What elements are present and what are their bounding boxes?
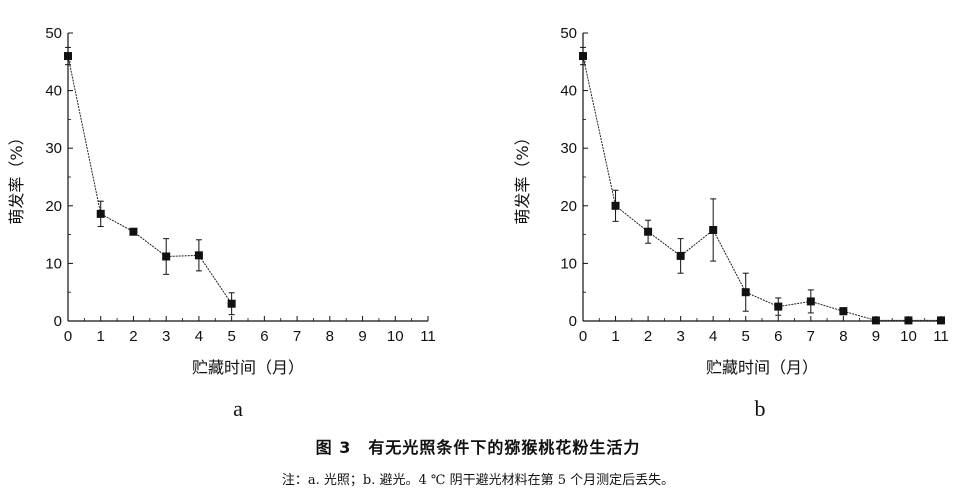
- chart-a-x-tick-label: 10: [387, 328, 404, 345]
- chart-a-svg: 0 1 2 3 4 5 6 7 8 9 10 11 0 10 20 30 40 50 贮藏时间（月） 萌发率（%）: [7, 25, 436, 377]
- chart-a-data-point: [227, 299, 236, 308]
- chart-b-x-tick-label: 4: [709, 328, 717, 345]
- figure-title: 图 3 有无光照条件下的猕猴桃花粉生活力: [315, 438, 641, 457]
- chart-b-data-point: [644, 227, 653, 236]
- chart-a-x-tick-label: 0: [64, 328, 72, 345]
- chart-a-x-tick-label: 2: [129, 328, 137, 345]
- panel-label-b: b: [754, 396, 766, 421]
- chart-b-data-point: [806, 297, 815, 306]
- chart-b-x-tick-label: 0: [579, 328, 587, 345]
- chart-b-data-point: [774, 302, 783, 311]
- chart-a-x-tick-label: 11: [420, 328, 436, 345]
- chart-a-y-tick-label: 10: [45, 255, 62, 272]
- chart-a-data-point: [64, 52, 72, 61]
- chart-b-x-tick-label: 9: [872, 328, 880, 345]
- chart-b-x-tick-label: 7: [807, 328, 815, 345]
- chart-b-y-axis-title: 萌发率（%）: [513, 129, 532, 224]
- panel-label-a: a: [233, 396, 243, 421]
- chart-panel-a: 0 1 2 3 4 5 6 7 8 9 10 11 0 10 20 30 40 50 贮藏时间（月） 萌发率（%） a: [0, 0, 478, 425]
- chart-b-x-tick-label: 5: [742, 328, 750, 345]
- chart-b-svg: 0 1 2 3 4 5 6 7 8 9 10 11 0 10 20 30 40 50 贮藏时间（月） 萌发率（%）: [513, 25, 949, 377]
- chart-a-y-tick-label: 20: [45, 198, 62, 215]
- chart-a-x-tick-label: 8: [326, 328, 334, 345]
- chart-b-y-tick-label: 30: [560, 140, 577, 157]
- chart-b-x-tick-label: 8: [839, 328, 847, 345]
- chart-a-x-tick-label: 1: [97, 328, 105, 345]
- chart-b-data-point: [741, 288, 750, 297]
- chart-a-series-line: [67, 55, 233, 305]
- chart-b-x-tick-label: 1: [611, 328, 619, 345]
- chart-b-x-tick-label: 11: [933, 328, 949, 345]
- chart-panel-b: 0 1 2 3 4 5 6 7 8 9 10 11 0 10 20 30 40 50 贮藏时间（月） 萌发率（%） b: [478, 0, 956, 425]
- chart-a-x-tick-label: 6: [260, 328, 268, 345]
- chart-a-x-tick-label: 9: [358, 328, 366, 345]
- chart-b-y-tick-label: 10: [560, 255, 577, 272]
- chart-b-data-point: [676, 251, 685, 260]
- chart-a-y-tick-label: 30: [45, 140, 62, 157]
- figure-note: 注：a. 光照；b. 避光。4 ℃ 阴干避光材料在第 5 个月测定后丢失。: [281, 473, 675, 488]
- chart-b-data-point: [839, 307, 848, 316]
- chart-b-x-tick-label: 6: [774, 328, 782, 345]
- chart-a-y-axis-title: 萌发率（%）: [7, 129, 26, 224]
- chart-a-data-point: [194, 251, 203, 260]
- chart-b-x-axis-title: 贮藏时间（月）: [706, 358, 818, 377]
- chart-a-y-tick-label: 40: [45, 83, 62, 100]
- chart-b-y-tick-label: 20: [560, 198, 577, 215]
- chart-b-data-point: [871, 316, 880, 325]
- chart-a-y-tick-label: 50: [45, 25, 62, 42]
- chart-b-data-point: [579, 52, 587, 61]
- chart-b-y-tick-label: 0: [569, 313, 577, 330]
- chart-b-y-tick-label: 40: [560, 83, 577, 100]
- chart-b-y-tick-label: 50: [560, 25, 577, 42]
- chart-a-y-tick-label: 0: [54, 313, 62, 330]
- chart-a-x-tick-label: 3: [162, 328, 170, 345]
- chart-b-data-point: [937, 316, 945, 325]
- chart-a-x-axis-title: 贮藏时间（月）: [192, 358, 304, 377]
- chart-a-x-tick-label: 7: [293, 328, 301, 345]
- chart-a-x-tick-label: 5: [227, 328, 235, 345]
- chart-a-data-point: [129, 227, 138, 236]
- chart-a-x-tick-label: 4: [195, 328, 203, 345]
- chart-b-x-tick-label: 10: [900, 328, 917, 345]
- chart-a-data-point: [96, 209, 105, 218]
- chart-a-data-point: [162, 252, 171, 261]
- chart-b-data-point: [611, 201, 620, 210]
- chart-b-series-line: [582, 55, 941, 321]
- chart-b-data-point: [904, 316, 913, 325]
- chart-b-x-tick-label: 2: [644, 328, 652, 345]
- chart-b-x-tick-label: 3: [676, 328, 684, 345]
- chart-b-data-point: [709, 225, 718, 234]
